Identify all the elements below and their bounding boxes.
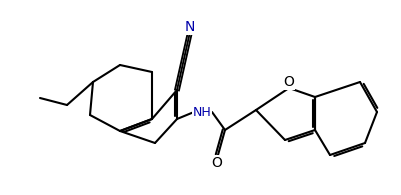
Text: NH: NH <box>192 105 211 119</box>
Text: O: O <box>283 75 294 89</box>
Text: N: N <box>184 20 195 34</box>
Text: O: O <box>211 156 222 170</box>
